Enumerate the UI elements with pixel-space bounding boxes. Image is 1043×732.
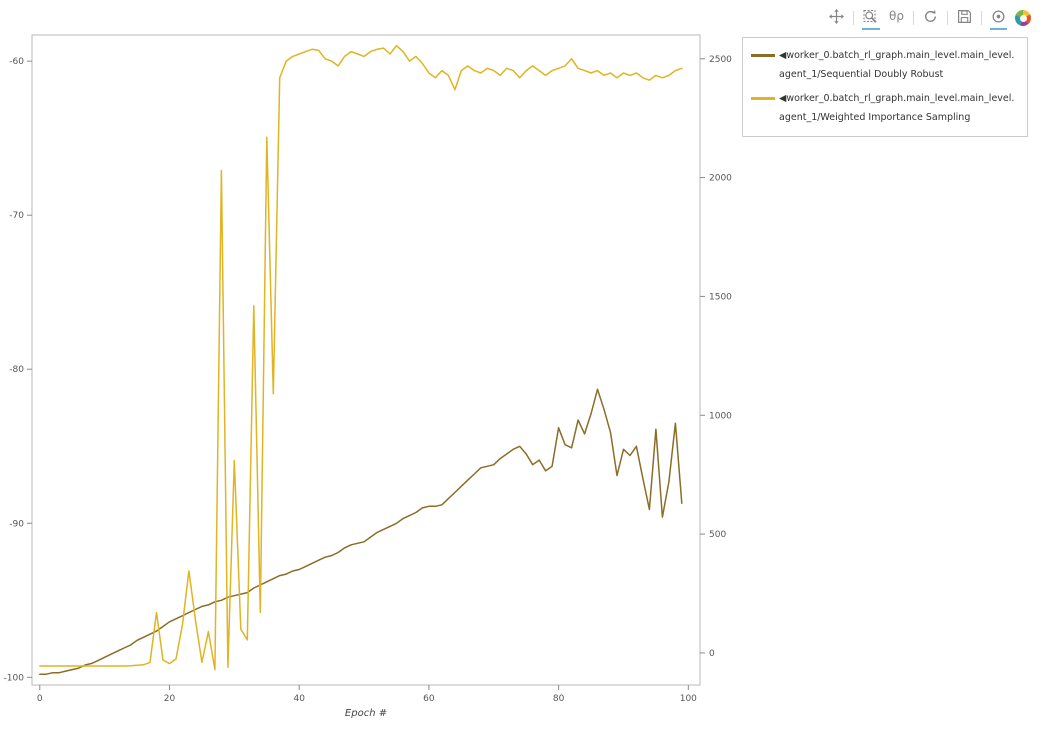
legend-label: ◀worker_0.batch_rl_graph.main_level.main… <box>779 92 1015 124</box>
legend-marker-icon: ◀ <box>779 50 787 61</box>
y-left-tick-label: -100 <box>4 673 25 683</box>
plot-toolbar: θρ <box>828 6 1031 30</box>
toolbar-separator <box>947 11 948 25</box>
bokeh-logo-hole <box>1019 14 1027 22</box>
toolbar-separator <box>853 11 855 25</box>
y-right-tick-label: 2500 <box>709 55 732 65</box>
save-tool-icon[interactable] <box>956 7 973 30</box>
legend-label: ◀worker_0.batch_rl_graph.main_level.main… <box>779 50 1015 81</box>
legend-entry-sequential-doubly-robust: ◀worker_0.batch_rl_graph.main_level.main… <box>751 46 1019 85</box>
toolbar-separator <box>981 11 982 25</box>
y-left-tick-label: -60 <box>9 57 24 67</box>
plot-border <box>31 34 701 686</box>
x-tick-label: 20 <box>164 694 176 704</box>
y-left-tick-label: -90 <box>9 519 24 529</box>
y-right-tick-label: 500 <box>709 530 726 540</box>
x-tick-label: 60 <box>423 694 435 704</box>
series-line-0 <box>39 388 683 675</box>
y-right-tick-label: 0 <box>709 649 715 659</box>
pan-tool-icon[interactable] <box>828 7 845 30</box>
legend-swatch-weighted-importance-sampling <box>751 96 775 100</box>
x-tick-label: 0 <box>37 694 43 704</box>
x-tick-label: 100 <box>680 694 697 704</box>
reset-tool-icon[interactable] <box>922 7 939 30</box>
wheel-zoom-tool-icon[interactable]: θρ <box>889 9 904 23</box>
x-tick-label: 40 <box>293 694 305 704</box>
toolbar-separator <box>913 11 914 25</box>
y-right-tick-label: 1000 <box>709 411 732 421</box>
y-right-tick-label: 1500 <box>709 292 732 302</box>
legend-marker-icon: ◀ <box>779 92 787 104</box>
x-tick-label: 80 <box>553 694 565 704</box>
y-left-tick-label: -70 <box>9 211 24 221</box>
hover-tool-icon[interactable] <box>990 7 1007 30</box>
legend-swatch-sequential-doubly-robust <box>751 54 775 57</box>
legend: ◀worker_0.batch_rl_graph.main_level.main… <box>742 37 1028 137</box>
y-right-tick-label: 2000 <box>709 174 732 184</box>
box-zoom-tool-icon[interactable] <box>862 6 881 30</box>
series-line-1 <box>39 44 683 671</box>
legend-entry-weighted-importance-sampling: ◀worker_0.batch_rl_graph.main_level.main… <box>751 89 1019 128</box>
bokeh-logo-icon[interactable] <box>1015 10 1031 26</box>
y-left-tick-label: -80 <box>9 365 24 375</box>
x-axis-label: Epoch # <box>345 708 387 719</box>
